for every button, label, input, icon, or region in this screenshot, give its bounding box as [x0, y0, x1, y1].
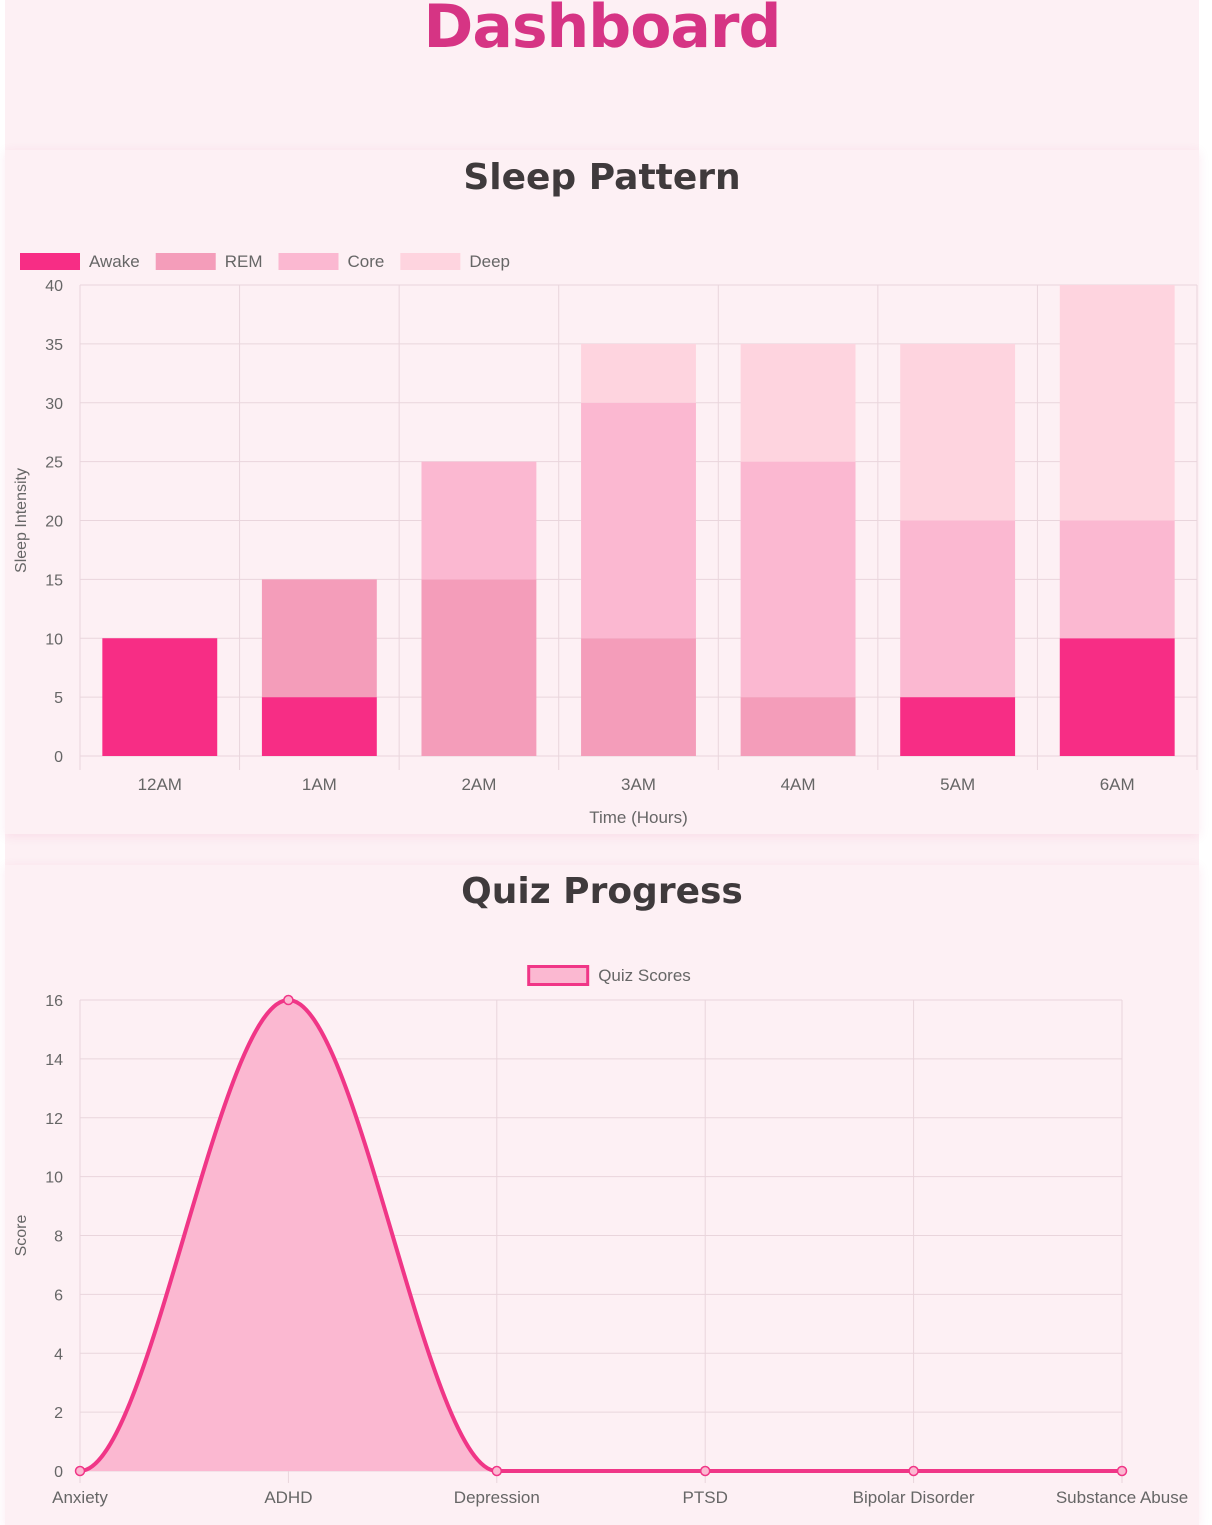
quiz-legend-label: Quiz Scores	[598, 966, 691, 985]
sleep-bar-awake-5am	[900, 697, 1016, 756]
sleep-y-tick-label: 40	[45, 278, 63, 295]
quiz-x-tick-label: Depression	[454, 1488, 540, 1507]
sleep-x-tick-label: 5AM	[940, 775, 975, 794]
sleep-y-tick-label: 15	[45, 572, 63, 589]
sleep-pattern-title: Sleep Pattern	[463, 157, 741, 198]
quiz-y-tick-label: 16	[45, 993, 63, 1010]
sleep-bar-rem-1am	[261, 579, 377, 698]
quiz-y-tick-label: 2	[54, 1405, 63, 1422]
sleep-bar-awake-12am	[102, 638, 218, 756]
sleep-x-tick-label: 2AM	[461, 775, 496, 794]
quiz-point-bipolar-disorder	[908, 1465, 919, 1477]
page-title: Dashboard	[423, 0, 782, 62]
quiz-y-tick-label: 6	[54, 1287, 63, 1304]
quiz-point-substance-abuse	[1116, 1465, 1128, 1477]
quiz-x-tick-label: Bipolar Disorder	[853, 1488, 975, 1507]
quiz-point-ptsd	[699, 1465, 711, 1477]
sleep-y-tick-label: 20	[45, 514, 63, 531]
quiz-y-axis-title: Score	[13, 1215, 30, 1257]
sleep-bar-awake-1am	[261, 697, 377, 756]
sleep-x-tick-label: 6AM	[1100, 775, 1135, 794]
quiz-y-tick-label: 4	[54, 1346, 63, 1363]
sleep-x-tick-label: 12AM	[138, 775, 182, 794]
sleep-x-tick-label: 3AM	[621, 775, 656, 794]
quiz-x-tick-label: Substance Abuse	[1056, 1488, 1188, 1507]
sleep-y-axis-title: Sleep Intensity	[13, 468, 30, 573]
sleep-legend-label-deep: Deep	[469, 252, 510, 271]
sleep-bar-deep-5am	[900, 343, 1016, 521]
sleep-bar-rem-2am	[421, 579, 537, 756]
sleep-bar-core-2am	[421, 461, 537, 580]
sleep-legend-swatch-core	[278, 253, 339, 270]
sleep-y-tick-label: 30	[45, 396, 63, 413]
sleep-bar-deep-6am	[1059, 285, 1175, 521]
quiz-progress-title: Quiz Progress	[461, 871, 743, 912]
quiz-legend-swatch	[527, 965, 590, 986]
sleep-legend-swatch-rem	[155, 253, 216, 270]
sleep-legend-label-awake: Awake	[89, 252, 140, 271]
quiz-y-tick-label: 14	[45, 1052, 63, 1069]
sleep-y-tick-label: 25	[45, 455, 63, 472]
sleep-bar-deep-4am	[740, 343, 856, 462]
sleep-bar-awake-6am	[1059, 638, 1175, 756]
quiz-area-fill	[80, 1000, 1122, 1471]
sleep-y-tick-label: 0	[54, 749, 63, 766]
sleep-y-tick-label: 10	[45, 631, 63, 648]
quiz-point-anxiety	[74, 1465, 86, 1477]
quiz-y-tick-label: 10	[45, 1170, 63, 1187]
sleep-bar-core-6am	[1059, 520, 1175, 639]
sleep-bar-rem-4am	[740, 697, 856, 756]
sleep-bar-rem-3am	[581, 638, 696, 756]
quiz-progress-chart: 0 2 4 6 8 10 12 14 16 Anxiety ADHD Depression PTSD Bi…	[13, 965, 1188, 1507]
sleep-legend-label-core: Core	[348, 252, 385, 271]
quiz-x-tick-label: PTSD	[683, 1488, 728, 1507]
quiz-x-tick-label: Anxiety	[52, 1488, 108, 1507]
sleep-x-tick-label: 4AM	[781, 775, 816, 794]
quiz-y-tick-label: 8	[54, 1229, 63, 1246]
quiz-point-depression	[491, 1465, 503, 1477]
quiz-y-tick-label: 12	[45, 1111, 63, 1128]
sleep-legend-label-rem: REM	[225, 252, 263, 271]
sleep-bar-core-5am	[900, 520, 1016, 698]
sleep-legend-swatch-awake	[20, 253, 80, 270]
sleep-y-tick-label: 5	[54, 690, 63, 707]
quiz-y-tick-label: 0	[54, 1464, 63, 1481]
quiz-x-tick-label: ADHD	[264, 1488, 312, 1507]
sleep-bar-core-4am	[740, 461, 856, 698]
quiz-point-adhd	[283, 994, 294, 1006]
sleep-x-tick-label: 1AM	[302, 775, 337, 794]
sleep-bar-core-3am	[581, 402, 696, 639]
sleep-legend-swatch-deep	[400, 253, 461, 270]
sleep-bar-deep-3am	[581, 343, 696, 403]
sleep-y-tick-label: 35	[45, 337, 63, 354]
sleep-x-axis-title: Time (Hours)	[589, 808, 688, 827]
sleep-pattern-chart: 0 5 10 15 20 25 30 35 40 12AM 1AM 2AM 3AM 4AM 5AM 6AM Ti…	[13, 252, 1198, 827]
